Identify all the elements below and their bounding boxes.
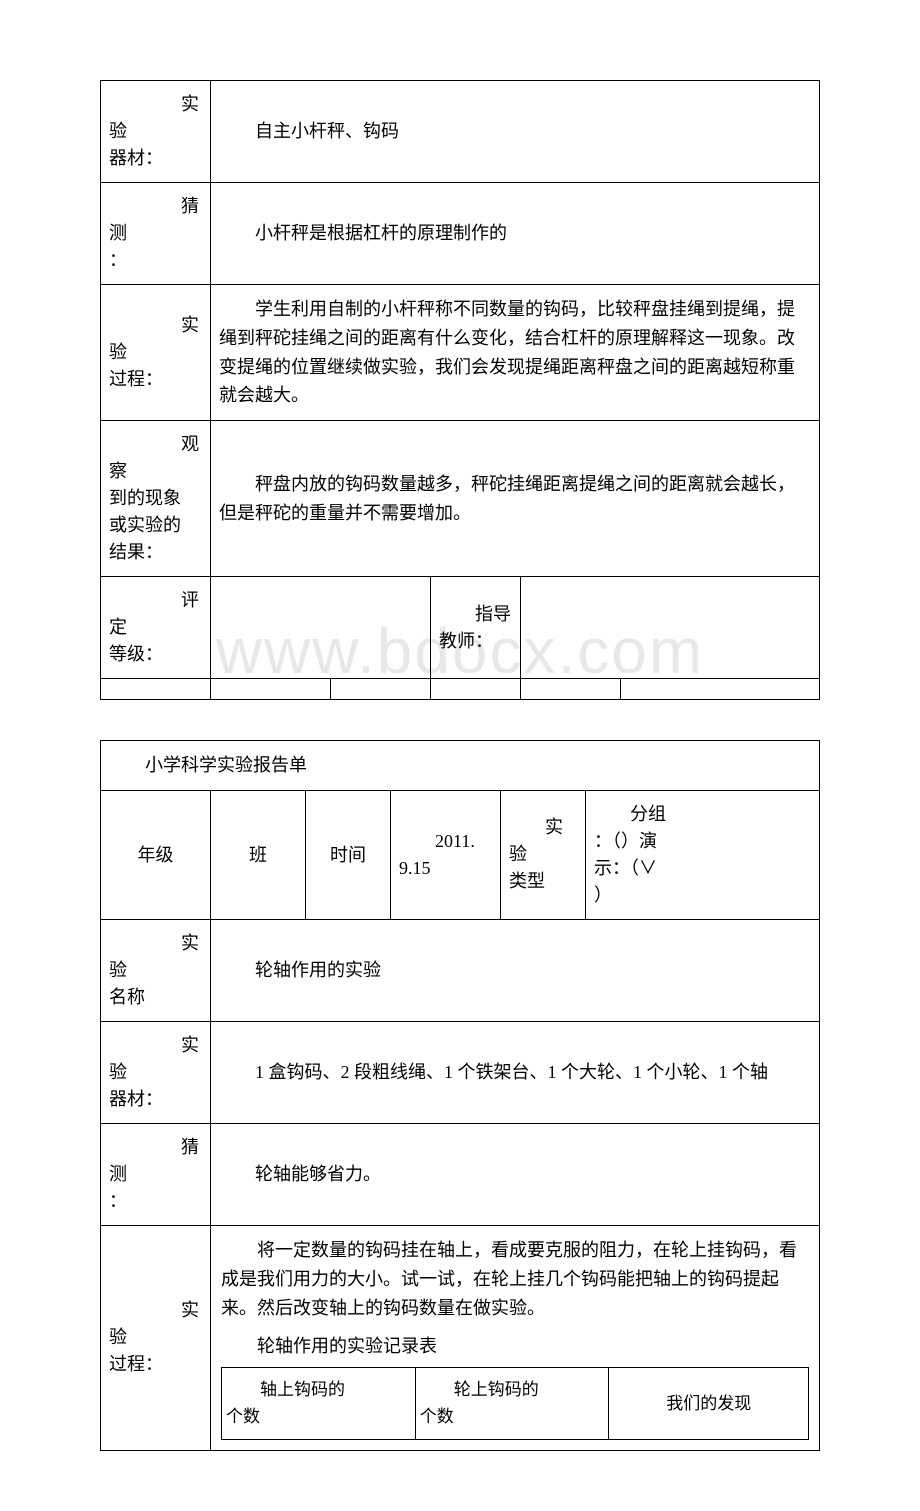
equipment-label-1: 实验器材： [101, 81, 211, 183]
empty-1 [101, 679, 211, 700]
empty-4 [431, 679, 521, 700]
inner-record-table: 轴上钩码的个数 轮上钩码的个数 我们的发现 [221, 1367, 809, 1439]
guess-label-1: 猜测： [101, 183, 211, 285]
equipment-label-2: 实验器材： [101, 1021, 211, 1123]
process-label-2: 实验过程： [101, 1225, 211, 1450]
experiment-table-2: 小学科学实验报告单 年级 班 时间 2011.9.15 实验类型 分组：（）演示… [100, 740, 820, 1450]
rating-label-1: 评定等级： [101, 577, 211, 679]
record-title: 轮轴作用的实验记录表 [221, 1332, 809, 1361]
empty-3 [331, 679, 431, 700]
grade-label: 年级 [101, 790, 211, 919]
report-title: 小学科学实验报告单 [101, 741, 820, 791]
guess-value-1: 小杆秤是根据杠杆的原理制作的 [211, 183, 820, 285]
observe-value-1: 秤盘内放的钩码数量越多，秤砣挂绳距离提绳之间的距离就会越长，但是秤砣的重量并不需… [211, 421, 820, 577]
empty-2 [211, 679, 331, 700]
exp-name-label: 实验名称 [101, 919, 211, 1021]
class-label: 班 [211, 790, 306, 919]
observe-label-1: 观察到的现象或实验的结果： [101, 421, 211, 577]
equipment-value-2: 1 盒钩码、2 段粗线绳、1 个铁架台、1 个大轮、1 个小轮、1 个轴 [211, 1021, 820, 1123]
exp-type-label: 实验类型 [501, 790, 586, 919]
inner-col3: 我们的发现 [609, 1368, 809, 1439]
guess-label-2: 猜测： [101, 1123, 211, 1225]
time-label: 时间 [306, 790, 391, 919]
inner-col2: 轮上钩码的个数 [415, 1368, 609, 1439]
teacher-label-1: 指导教师： [431, 577, 521, 679]
inner-col1: 轴上钩码的个数 [222, 1368, 416, 1439]
experiment-table-1: 实验器材： 自主小杆秤、钩码 猜测： 小杆秤是根据杠杆的原理制作的 实验过程： … [100, 80, 820, 700]
process-value-1: 学生利用自制的小杆秤称不同数量的钩码，比较秤盘挂绳到提绳，提绳到秤砣挂绳之间的距… [211, 285, 820, 421]
date-value: 2011.9.15 [391, 790, 501, 919]
empty-5 [521, 679, 621, 700]
process-cell-2: 将一定数量的钩码挂在轴上，看成要克服的阻力，在轮上挂钩码，看成是我们用力的大小。… [211, 1225, 820, 1450]
process-label-1: 实验过程： [101, 285, 211, 421]
guess-value-2: 轮轴能够省力。 [211, 1123, 820, 1225]
exp-name-value: 轮轴作用的实验 [211, 919, 820, 1021]
empty-6 [621, 679, 820, 700]
rating-value-1 [211, 577, 431, 679]
teacher-value-1 [521, 577, 820, 679]
exp-type-value: 分组：（）演示：（∨） [586, 790, 820, 919]
process-text-2: 将一定数量的钩码挂在轴上，看成要克服的阻力，在轮上挂钩码，看成是我们用力的大小。… [221, 1236, 809, 1322]
equipment-value-1: 自主小杆秤、钩码 [211, 81, 820, 183]
